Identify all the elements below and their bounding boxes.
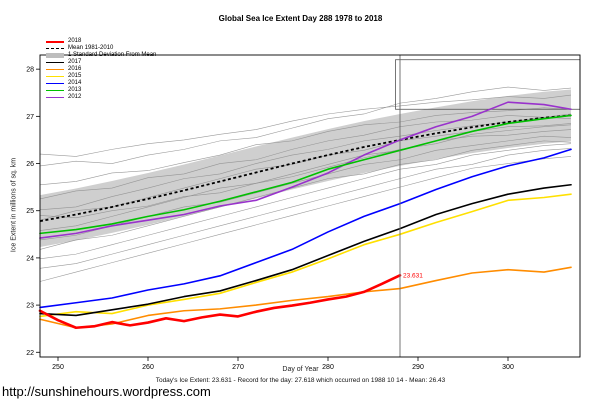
stddev-band <box>40 89 571 248</box>
x-tick-label: 290 <box>412 364 424 371</box>
background-year-line <box>39 129 572 231</box>
background-year-line <box>39 140 572 250</box>
background-year-line <box>39 94 572 157</box>
legend-swatch-2018 <box>46 40 64 43</box>
background-year-line <box>39 116 572 211</box>
x-tick-label: 270 <box>232 364 244 371</box>
background-year-line <box>39 113 572 200</box>
y-tick-label: 23 <box>26 303 34 310</box>
y-tick-label: 25 <box>26 208 34 215</box>
legend-swatch-2016 <box>46 69 64 70</box>
series-line-2016 <box>39 266 572 329</box>
background-year-line <box>39 156 572 282</box>
background-year-line <box>39 148 572 269</box>
legend-label: 2014 <box>68 80 82 86</box>
background-year-line <box>39 86 572 167</box>
legend-swatch-2012 <box>46 97 64 98</box>
series-line-2017 <box>39 183 572 317</box>
legend-swatch-2015 <box>46 76 64 77</box>
chart-caption: Today's Ice Extent: 23.631 - Record for … <box>155 377 446 384</box>
plot-border <box>39 54 581 358</box>
current-value-label: 23.631 <box>403 272 423 279</box>
legend-item-2014: 2014 <box>46 80 156 87</box>
x-axis-label: Day of Year <box>282 366 319 373</box>
x-tick-label: 300 <box>502 364 514 371</box>
background-year-line <box>39 143 572 260</box>
legend-label: 2015 <box>68 73 82 79</box>
legend-label: 2018 <box>68 38 82 44</box>
background-year-line <box>39 107 572 186</box>
legend-item-mean: Mean 1981-2010 <box>46 45 156 52</box>
legend-item-2012: 2012 <box>46 94 156 101</box>
y-tick-label: 22 <box>26 350 34 357</box>
background-year-line <box>39 124 572 219</box>
legend-item-2015: 2015 <box>46 73 156 80</box>
legend-label: 2012 <box>68 94 82 100</box>
mean-line <box>39 114 572 222</box>
source-url: http://sunshinehours.wordpress.com <box>2 384 211 399</box>
series-line-2013 <box>39 114 572 235</box>
y-tick-label: 24 <box>26 255 34 262</box>
y-axis-label: Ice Extent in millions of sq. km <box>10 157 18 253</box>
x-tick-label: 280 <box>322 364 334 371</box>
legend-swatch-2014 <box>46 83 64 84</box>
legend-label: Mean 1981-2010 <box>68 45 114 51</box>
x-tick-label: 260 <box>142 364 154 371</box>
y-tick-label: 28 <box>26 67 34 74</box>
legend-label: 2013 <box>68 87 82 93</box>
x-tick-label: 250 <box>52 364 64 371</box>
series-line-2018 <box>38 274 402 330</box>
series-line-2015 <box>39 193 572 318</box>
legend-label: 2016 <box>68 66 82 72</box>
background-year-line <box>39 135 572 241</box>
legend-swatch-2013 <box>46 90 64 91</box>
chart-legend: 2018 Mean 1981-2010 1 Standard Deviation… <box>46 38 156 101</box>
series-line-2014 <box>39 148 572 309</box>
legend-swatch-stddev <box>46 53 64 58</box>
legend-item-2017: 2017 <box>46 59 156 66</box>
legend-label: 2017 <box>68 59 82 65</box>
legend-item-2018: 2018 <box>46 38 156 45</box>
legend-swatch-2017 <box>46 62 64 63</box>
legend-swatch-mean <box>46 48 64 49</box>
legend-item-stddev: 1 Standard Deviation From Mean <box>46 52 156 59</box>
y-tick-label: 26 <box>26 161 34 168</box>
chart-title: Global Sea Ice Extent Day 288 1978 to 20… <box>218 14 383 23</box>
y-tick-label: 27 <box>26 114 34 121</box>
legend-item-2013: 2013 <box>46 87 156 94</box>
legend-item-2016: 2016 <box>46 66 156 73</box>
series-line-2012 <box>39 101 572 239</box>
legend-label: 1 Standard Deviation From Mean <box>68 52 157 58</box>
